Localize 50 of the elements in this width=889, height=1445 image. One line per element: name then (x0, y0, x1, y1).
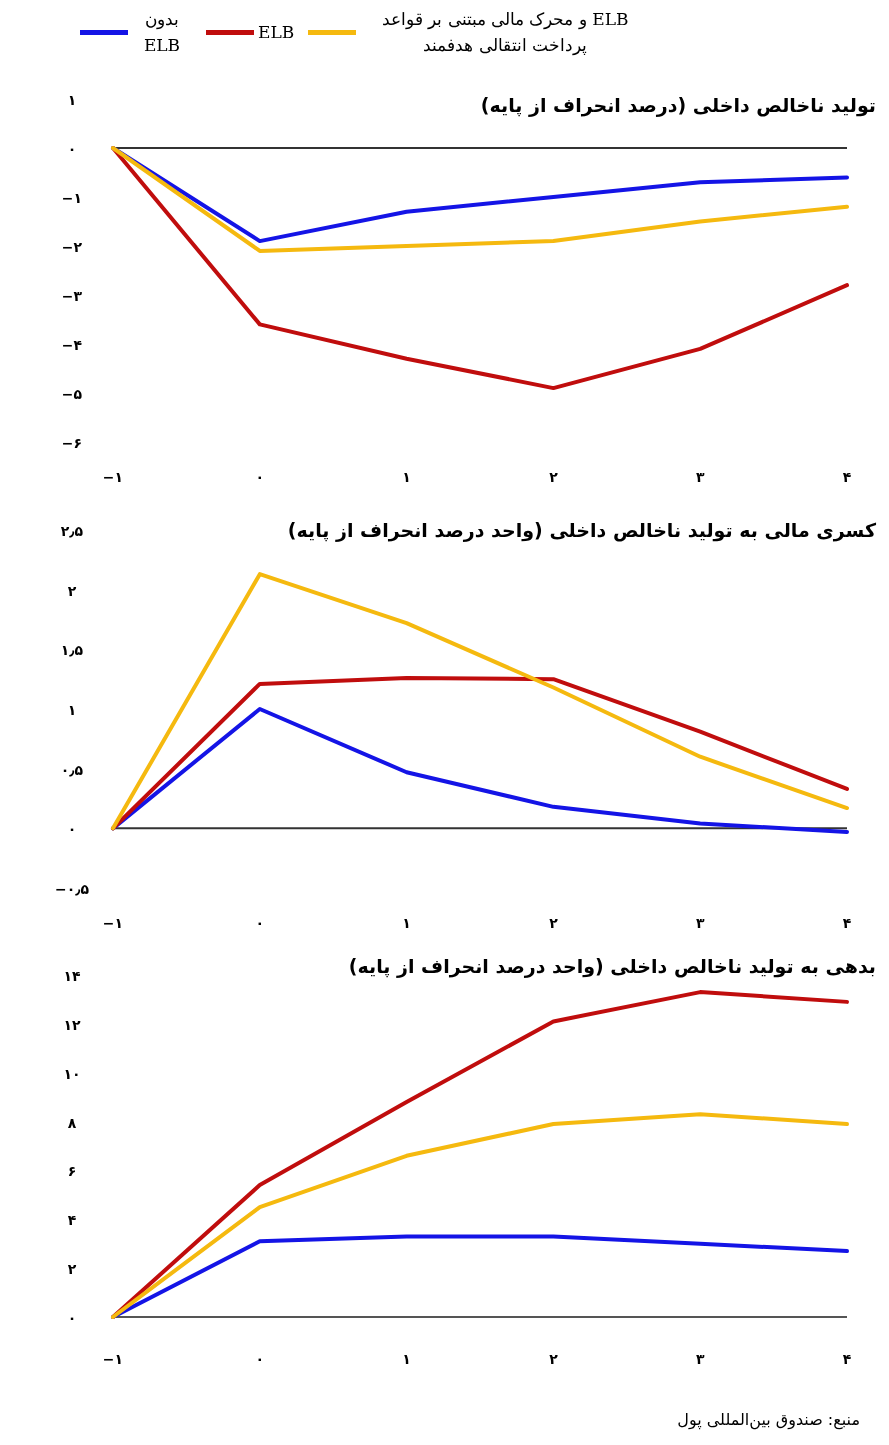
y-tick-label: ۶ (67, 1163, 77, 1180)
chart-title: بدهی به تولید ناخالص داخلی (واحد درصد انحراف از پایه) (348, 955, 876, 978)
chart-title: تولید ناخالص داخلی (درصد انحراف از پایه) (480, 94, 876, 117)
y-tick-label: −۵ (61, 386, 83, 402)
x-tick-label: ۲ (549, 1351, 559, 1367)
y-tick-label: ۲٫۵ (60, 523, 84, 539)
y-tick-label: −۴ (61, 337, 83, 353)
y-tick-label: ۱۰ (63, 1065, 81, 1082)
y-tick-label: ۱٫۵ (60, 642, 84, 659)
y-tick-label: ۰٫۵ (60, 761, 84, 778)
y-tick-label: ۱ (67, 702, 77, 718)
x-tick-label: ۴ (842, 469, 852, 485)
y-tick-label: −۳ (61, 288, 83, 304)
legend-label: بدون ELB (142, 8, 182, 57)
x-tick-label: ۱ (402, 469, 411, 485)
chart-title: کسری مالی به تولید ناخالص داخلی (واحد درصد انحراف از پایه) (287, 519, 877, 542)
y-tick-label: ۲ (67, 1261, 77, 1278)
x-tick-label: −۱ (102, 1351, 124, 1367)
text: منبع: صندوق بین‌المللی پول (677, 1410, 860, 1430)
y-tick-label: −۶ (61, 435, 83, 451)
x-tick-label: ۰ (255, 915, 265, 931)
y-tick-label: ۴ (67, 1212, 77, 1229)
y-tick-label: ۱۴ (63, 968, 81, 984)
x-tick-label: ۱ (402, 1351, 411, 1367)
y-tick-label: ۰ (67, 821, 77, 838)
y-tick-label: ۰ (67, 1310, 77, 1326)
legend-label: ELB و محرک مالی مبتنی بر قواعد پرداخت انتقالی هدفمند (380, 8, 630, 57)
x-tick-label: ۱ (402, 915, 411, 931)
y-tick-label: ۱۲ (63, 1016, 81, 1033)
y-tick-label: ۰ (67, 141, 77, 157)
x-tick-label: ۰ (255, 1351, 265, 1367)
y-tick-label: −۱ (61, 190, 83, 206)
x-tick-label: −۱ (102, 915, 124, 931)
x-tick-label: ۲ (549, 469, 559, 485)
x-tick-label: −۱ (102, 469, 124, 485)
x-tick-label: ۴ (842, 1351, 852, 1367)
y-tick-label: ۲ (67, 582, 77, 599)
line-series (111, 1112, 849, 1319)
y-tick-label: −۰٫۵ (54, 881, 90, 897)
x-tick-label: ۲ (549, 915, 559, 931)
x-tick-label: ۰ (255, 469, 265, 485)
line-series (111, 572, 849, 831)
legend-label: ELB (258, 21, 295, 44)
x-tick-label: ۳ (695, 915, 705, 931)
y-tick-label: ۸ (67, 1114, 77, 1131)
x-tick-label: ۴ (842, 915, 852, 931)
x-tick-label: ۳ (695, 469, 705, 485)
x-tick-label: ۳ (695, 1351, 705, 1367)
y-tick-label: ۱ (67, 92, 77, 108)
y-tick-label: −۲ (61, 239, 83, 255)
